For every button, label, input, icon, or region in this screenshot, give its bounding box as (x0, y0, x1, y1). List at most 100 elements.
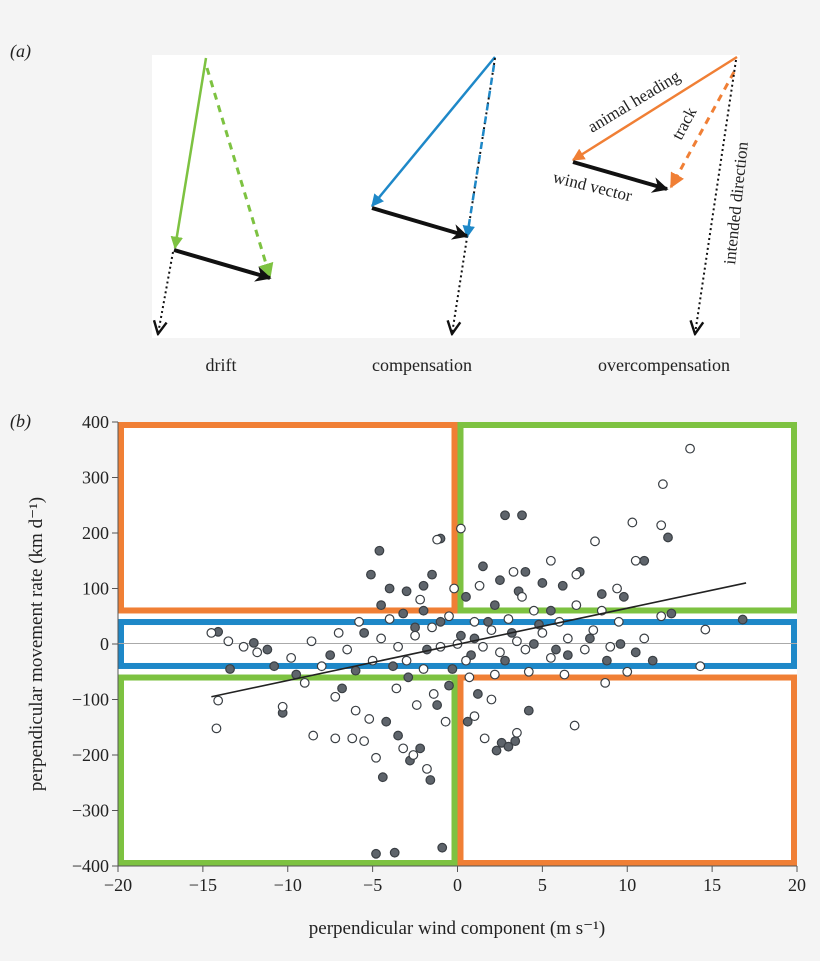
data-point-open (489, 669, 500, 680)
data-point-filled (410, 622, 420, 633)
data-point-open (444, 611, 454, 622)
data-point-filled (489, 600, 500, 611)
data-point-open (391, 683, 402, 694)
data-point-open (371, 752, 381, 763)
data-point-open (474, 580, 485, 591)
x-tick-label: −15 (189, 875, 217, 895)
data-point-filled (618, 591, 629, 602)
data-point-filled (325, 650, 336, 660)
x-tick-label: 20 (788, 875, 806, 895)
overcompensation-track-arrow (669, 71, 736, 189)
overcompensation-wind-arrow (572, 160, 669, 193)
data-point-filled (520, 566, 531, 577)
x-tick-label: 0 (453, 875, 462, 895)
data-point-filled (401, 586, 412, 597)
data-point-open (401, 655, 412, 666)
data-point-open (700, 624, 711, 635)
data-point-filled (491, 745, 502, 756)
x-tick-label: −20 (104, 875, 132, 895)
y-axis-title: perpendicular movement rate (km d⁻¹) (26, 497, 47, 791)
data-point-open (342, 644, 353, 655)
data-point-filled (545, 605, 556, 616)
data-point-filled (393, 730, 403, 741)
data-point-open (622, 666, 633, 677)
data-point-open (418, 664, 429, 674)
data-point-filled (437, 842, 448, 853)
data-point-open (384, 614, 395, 624)
data-point-open (571, 600, 582, 611)
data-point-filled (427, 569, 437, 580)
data-point-open (306, 636, 317, 647)
data-point-filled (381, 716, 392, 727)
y-tick-label: −200 (72, 745, 109, 765)
data-point-open (627, 517, 638, 528)
compensation-wind-arrow (371, 206, 469, 240)
scatter-points (206, 443, 748, 859)
caption-compensation: compensation (372, 355, 472, 375)
data-point-open (440, 716, 451, 727)
data-point-filled (366, 569, 376, 580)
data-point-filled (425, 775, 436, 785)
drift-diagram (158, 57, 274, 334)
data-point-open (495, 647, 505, 658)
data-point-open (350, 705, 361, 716)
data-point-filled (435, 616, 446, 627)
data-point-filled (562, 650, 573, 660)
data-point-filled (447, 664, 458, 674)
data-point-open (464, 672, 475, 683)
data-point-open (528, 605, 539, 616)
data-point-filled (639, 555, 650, 566)
data-point-open (657, 479, 668, 490)
data-point-open (432, 534, 443, 545)
data-point-filled (510, 736, 521, 747)
drift-track-arrow (205, 67, 274, 279)
data-point-open (569, 720, 580, 731)
data-point-open (393, 641, 403, 652)
data-point-filled (528, 639, 539, 649)
x-tick-label: 15 (703, 875, 721, 895)
drift-wind-arrow (173, 248, 272, 282)
y-tick-label: 200 (82, 523, 109, 543)
data-point-open (486, 694, 497, 705)
data-point-filled (500, 510, 510, 521)
drift-heading-arrow (170, 57, 208, 250)
data-point-filled (663, 532, 673, 543)
data-point-open (612, 583, 622, 594)
data-point-filled (630, 647, 641, 658)
data-point-filled (462, 716, 473, 727)
data-point-open (422, 763, 432, 774)
data-point-open (685, 443, 695, 454)
data-point-open (299, 677, 310, 688)
y-tick-label: 400 (82, 412, 109, 432)
caption-drift: drift (206, 355, 237, 375)
data-point-open (206, 628, 217, 638)
data-point-filled (415, 743, 426, 754)
data-point-open (579, 644, 590, 655)
data-point-open (545, 652, 556, 663)
compensation-heading-arrow (371, 56, 496, 207)
y-tick-label: 100 (82, 579, 109, 599)
data-point-filled (647, 655, 658, 666)
data-point-open (316, 661, 327, 672)
y-tick-label: 0 (100, 634, 109, 654)
data-point-open (410, 630, 420, 641)
data-point-open (415, 594, 426, 605)
data-point-open (588, 625, 599, 636)
data-point-open (376, 633, 387, 644)
y-tick-label: 300 (82, 468, 109, 488)
data-point-open (545, 555, 556, 566)
data-point-open (523, 666, 534, 677)
data-point-filled (262, 644, 273, 655)
data-point-filled (666, 608, 677, 619)
overcompensation-intended-arrow (695, 59, 737, 334)
data-point-open (455, 523, 466, 534)
data-point-open (613, 616, 624, 627)
data-point-open (238, 641, 249, 652)
panel-b-label: (b) (10, 411, 31, 432)
data-point-filled (337, 683, 347, 694)
data-point-open (537, 628, 548, 638)
data-point-filled (444, 680, 454, 691)
data-point-filled (248, 637, 259, 648)
data-point-open (559, 669, 570, 680)
